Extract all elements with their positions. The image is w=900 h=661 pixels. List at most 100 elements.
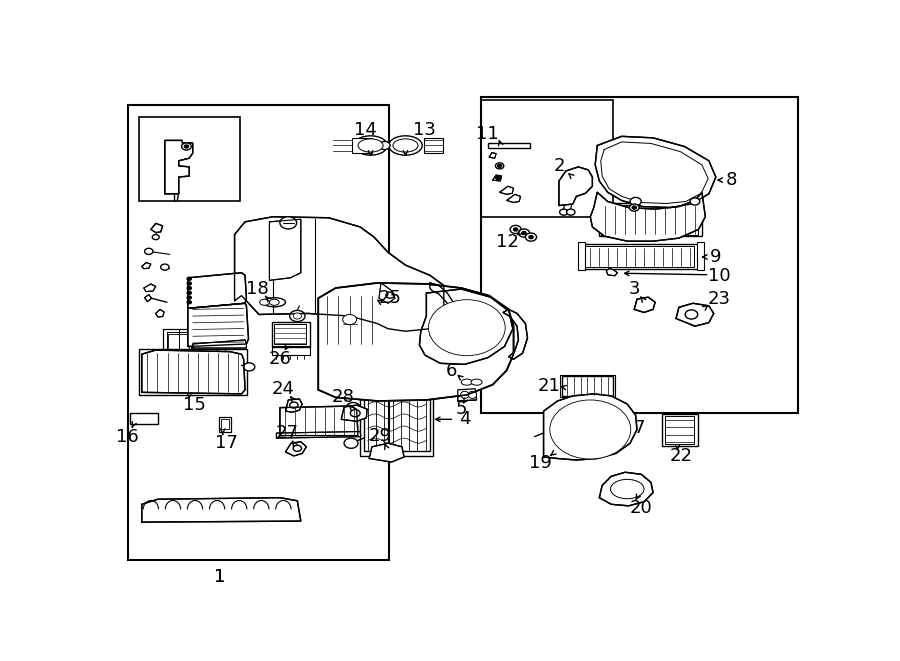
Circle shape <box>145 249 153 254</box>
Text: 28: 28 <box>331 389 354 407</box>
Bar <box>194 332 218 354</box>
Circle shape <box>187 292 192 294</box>
Polygon shape <box>676 303 714 326</box>
Text: 8: 8 <box>726 171 738 189</box>
Bar <box>194 334 216 352</box>
Circle shape <box>344 438 358 448</box>
Circle shape <box>526 233 536 241</box>
Polygon shape <box>276 432 361 438</box>
Polygon shape <box>156 309 164 317</box>
Circle shape <box>182 143 192 150</box>
Bar <box>665 416 694 444</box>
Polygon shape <box>145 295 151 301</box>
Text: 1: 1 <box>213 568 225 586</box>
Circle shape <box>514 228 518 231</box>
Text: 21: 21 <box>537 377 561 395</box>
Text: 15: 15 <box>184 396 206 414</box>
Circle shape <box>685 310 698 319</box>
Bar <box>220 419 229 430</box>
Bar <box>424 138 443 153</box>
Text: 16: 16 <box>116 428 140 446</box>
Bar <box>272 322 310 346</box>
Bar <box>128 104 390 561</box>
Text: 7: 7 <box>634 419 645 437</box>
Polygon shape <box>634 297 655 313</box>
Polygon shape <box>607 268 617 276</box>
Bar <box>360 377 433 456</box>
Polygon shape <box>458 389 477 401</box>
Polygon shape <box>544 394 637 460</box>
Ellipse shape <box>393 139 418 152</box>
Text: 12: 12 <box>496 233 518 251</box>
Text: 4: 4 <box>459 410 471 428</box>
Ellipse shape <box>468 391 477 399</box>
Circle shape <box>346 403 360 412</box>
Circle shape <box>187 301 192 304</box>
Polygon shape <box>319 283 514 401</box>
Text: 9: 9 <box>710 248 722 266</box>
Circle shape <box>495 163 504 169</box>
Text: 10: 10 <box>708 267 731 285</box>
Circle shape <box>386 141 397 149</box>
Polygon shape <box>188 273 247 308</box>
Circle shape <box>343 315 356 325</box>
Ellipse shape <box>460 377 488 388</box>
Circle shape <box>522 231 526 235</box>
Polygon shape <box>165 140 193 194</box>
Polygon shape <box>590 192 706 241</box>
Circle shape <box>455 319 478 336</box>
Ellipse shape <box>290 311 305 322</box>
Polygon shape <box>151 223 163 233</box>
Polygon shape <box>369 444 404 462</box>
Text: 13: 13 <box>413 121 436 139</box>
Circle shape <box>560 209 568 215</box>
Circle shape <box>152 235 159 240</box>
Bar <box>168 334 189 352</box>
Polygon shape <box>595 136 716 208</box>
Circle shape <box>184 145 188 148</box>
Polygon shape <box>142 498 301 522</box>
Polygon shape <box>419 289 513 364</box>
Polygon shape <box>490 153 496 158</box>
Circle shape <box>529 235 533 239</box>
Circle shape <box>187 282 192 285</box>
Polygon shape <box>379 283 395 303</box>
Ellipse shape <box>461 379 472 385</box>
Bar <box>561 375 615 397</box>
Text: 23: 23 <box>707 290 731 308</box>
Text: 6: 6 <box>446 362 457 381</box>
Bar <box>697 242 704 270</box>
Text: 26: 26 <box>268 350 292 368</box>
Polygon shape <box>142 262 151 268</box>
Polygon shape <box>500 186 514 194</box>
Text: 29: 29 <box>368 426 392 445</box>
Polygon shape <box>285 442 306 456</box>
Bar <box>662 414 698 446</box>
Circle shape <box>293 446 302 451</box>
Circle shape <box>629 204 639 211</box>
Text: 3: 3 <box>628 280 640 298</box>
Bar <box>139 118 240 202</box>
Circle shape <box>550 400 631 459</box>
Bar <box>585 247 694 266</box>
Circle shape <box>187 278 192 280</box>
Text: 25: 25 <box>379 289 401 307</box>
Polygon shape <box>503 309 527 360</box>
Polygon shape <box>599 472 653 506</box>
Circle shape <box>386 292 394 298</box>
Polygon shape <box>235 217 444 331</box>
Polygon shape <box>269 219 301 280</box>
Polygon shape <box>142 350 245 394</box>
Polygon shape <box>559 167 592 206</box>
Bar <box>481 97 798 412</box>
Bar <box>581 244 698 268</box>
Ellipse shape <box>260 299 269 305</box>
Ellipse shape <box>358 139 383 152</box>
Text: 20: 20 <box>630 499 652 517</box>
Bar <box>166 332 192 354</box>
Bar <box>364 382 430 451</box>
Circle shape <box>518 229 529 237</box>
Text: 11: 11 <box>476 125 500 143</box>
Bar <box>562 375 613 396</box>
Text: 1: 1 <box>213 568 225 586</box>
